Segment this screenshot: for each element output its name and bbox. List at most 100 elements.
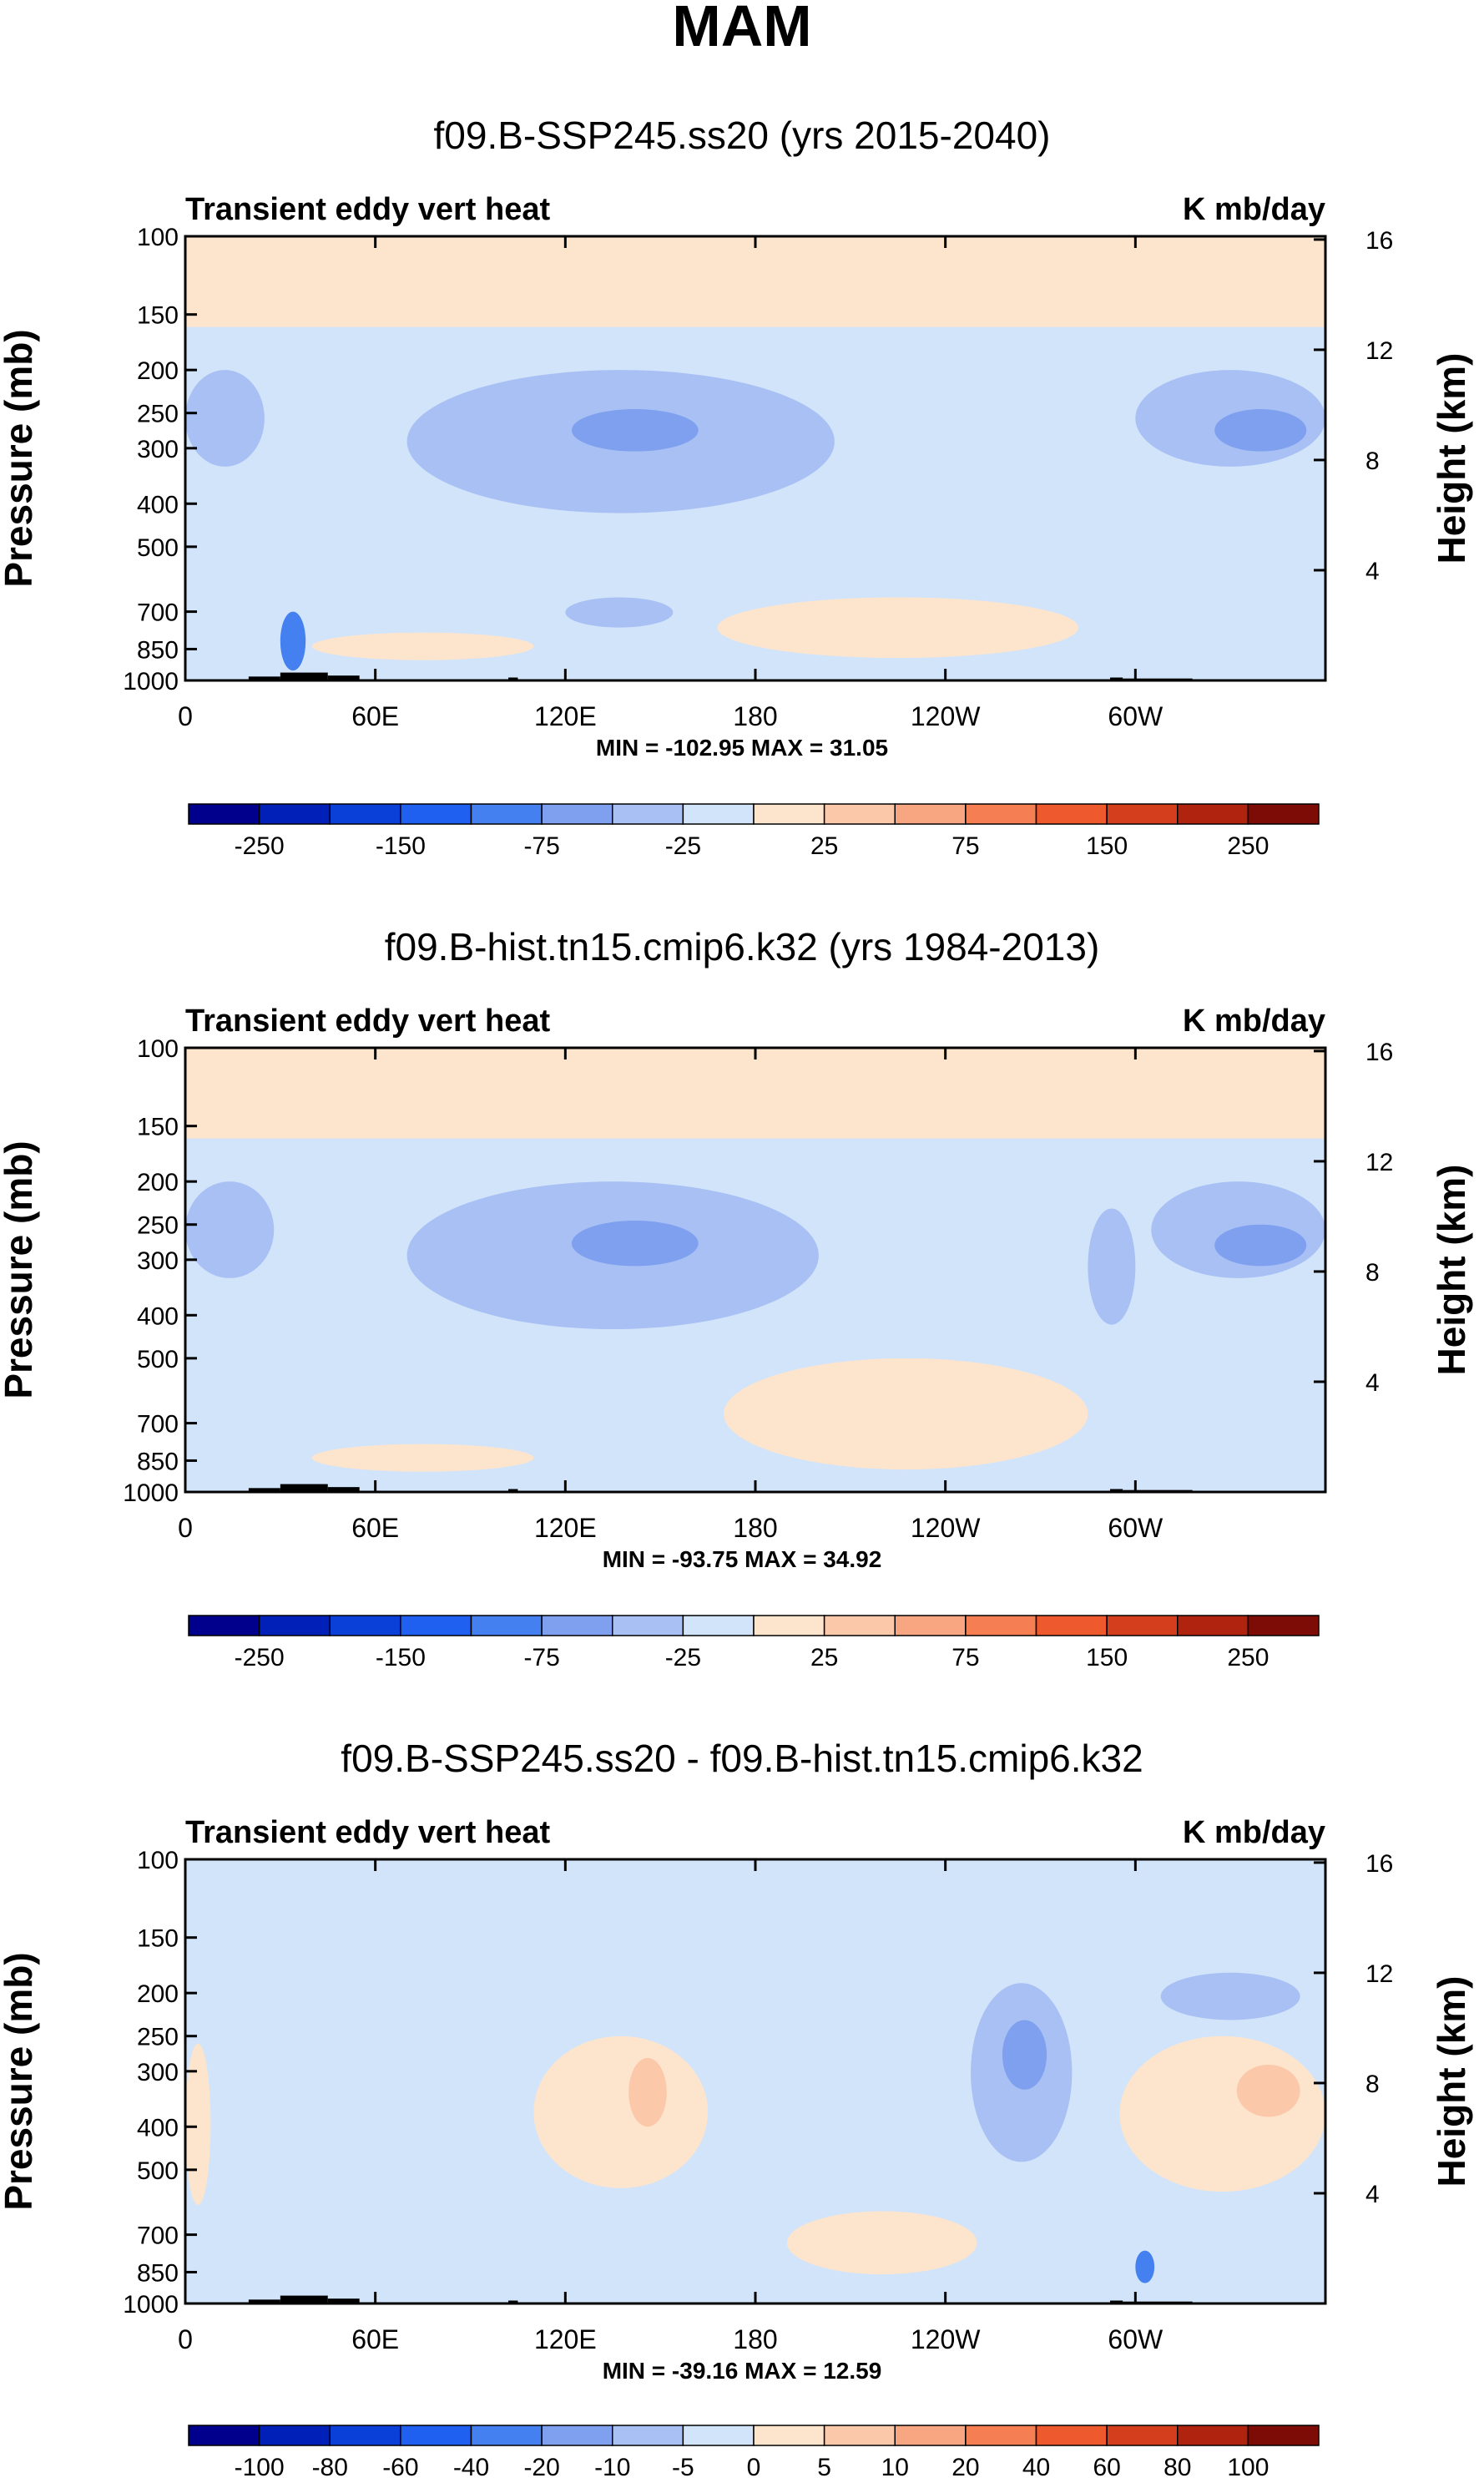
colorbar-label: -75	[523, 832, 559, 860]
x-tick-label: 0	[178, 2324, 193, 2354]
y-right-tick-label: 8	[1365, 448, 1380, 475]
right-axis-label: Height (km)	[1430, 353, 1473, 564]
colorbar-label: 75	[951, 832, 979, 860]
panels: f09.B-SSP245.ss20 (yrs 2015-2040) Transie…	[0, 114, 1473, 2481]
topography	[248, 2299, 280, 2303]
y-tick-label: 300	[137, 436, 179, 463]
colorbar-box	[753, 803, 825, 825]
contour-region	[571, 409, 699, 452]
colorbar-box	[329, 1615, 401, 1636]
colorbar-box	[1177, 803, 1249, 825]
topography	[1109, 1489, 1123, 1492]
y-tick-label: 150	[137, 1925, 179, 1953]
colorbar-box	[258, 1615, 331, 1636]
x-tick-label: 120E	[534, 701, 597, 731]
contour-region	[185, 236, 1325, 327]
season-title: MAM	[672, 0, 811, 58]
colorbar-box	[188, 1615, 260, 1636]
topography	[508, 2300, 518, 2303]
y-tick-label: 300	[137, 1247, 179, 1275]
contour-region	[1214, 1224, 1307, 1267]
colorbar-box	[541, 1615, 613, 1636]
topography	[1109, 2300, 1123, 2303]
colorbar-box	[682, 1615, 755, 1636]
chart-panel-2: f09.B-hist.tn15.cmip6.k32 (yrs 1984-2013…	[0, 925, 1473, 1671]
colorbar-box	[1247, 1615, 1320, 1636]
y-tick-label: 700	[137, 599, 179, 627]
colorbar-box	[1035, 803, 1108, 825]
colorbar-label: -150	[376, 832, 426, 860]
x-tick-label: 0	[178, 701, 193, 731]
colorbar-box	[612, 1615, 684, 1636]
topography	[508, 677, 518, 680]
left-axis-label: Pressure (mb)	[0, 1140, 40, 1398]
chart-panel-3: f09.B-SSP245.ss20 - f09.B-hist.tn15.cmip…	[0, 1737, 1473, 2481]
y-tick-label: 700	[137, 1411, 179, 1439]
colorbar-box	[612, 803, 684, 825]
y-tick-label: 400	[137, 1302, 179, 1330]
colorbar-box	[541, 2425, 613, 2446]
colorbar-box	[470, 1615, 543, 1636]
colorbar-box	[1035, 1615, 1108, 1636]
x-tick-label: 120W	[911, 2324, 981, 2354]
colorbar-label: -25	[665, 1644, 701, 1671]
variable-label: Transient eddy vert heat	[185, 1004, 550, 1039]
colorbar-label: 20	[951, 2454, 979, 2481]
units-label: K mb/day	[1183, 1004, 1325, 1039]
contour-region	[185, 1181, 275, 1278]
colorbar-box	[612, 2425, 684, 2446]
y-tick-label: 850	[137, 2259, 179, 2287]
colorbar-label: 100	[1227, 2454, 1269, 2481]
colorbar-label: 150	[1086, 832, 1128, 860]
colorbar-label: 5	[817, 2454, 831, 2481]
colorbar-box	[1247, 2425, 1320, 2446]
contour-region	[1119, 2035, 1325, 2192]
y-tick-label: 400	[137, 491, 179, 518]
colorbar-box	[470, 2425, 543, 2446]
colorbar-label: 10	[881, 2454, 909, 2481]
contour-region	[311, 1444, 534, 1472]
x-tick-label: 60W	[1108, 2324, 1163, 2354]
right-axis-label: Height (km)	[1430, 1976, 1473, 2187]
y-tick-label: 500	[137, 1346, 179, 1373]
colorbar-box	[1177, 1615, 1249, 1636]
colorbar-label: 80	[1163, 2454, 1191, 2481]
topography	[327, 1487, 360, 1492]
y-tick-label: 1000	[123, 1479, 179, 1507]
x-tick-label: 180	[733, 2324, 777, 2354]
colorbar-box	[188, 803, 260, 825]
y-tick-label: 250	[137, 1212, 179, 1240]
y-tick-label: 150	[137, 302, 179, 330]
colorbar-label: -40	[453, 2454, 489, 2481]
y-tick-label: 200	[137, 357, 179, 385]
contour-region	[184, 370, 265, 467]
y-right-tick-label: 12	[1365, 337, 1393, 365]
y-tick-label: 250	[137, 401, 179, 428]
colorbar-box	[258, 2425, 331, 2446]
colorbar-label: 25	[810, 1644, 838, 1671]
x-tick-label: 60W	[1108, 1513, 1163, 1543]
colorbar-label: 250	[1227, 832, 1269, 860]
colorbar-label: -10	[594, 2454, 630, 2481]
contour-region	[185, 2043, 211, 2205]
colorbar-label: 250	[1227, 1644, 1269, 1671]
contour-region	[565, 597, 674, 628]
y-right-tick-label: 8	[1365, 1259, 1380, 1287]
colorbar-box	[753, 2425, 825, 2446]
colorbar-box	[400, 2425, 472, 2446]
contour-region	[1214, 409, 1307, 452]
contour-region	[786, 2211, 977, 2275]
y-tick-label: 200	[137, 1169, 179, 1196]
variable-label: Transient eddy vert heat	[185, 1815, 550, 1850]
colorbar-box	[400, 803, 472, 825]
y-tick-label: 100	[137, 1035, 179, 1063]
contour-region	[724, 1358, 1088, 1470]
x-tick-label: 60E	[351, 2324, 399, 2354]
y-right-tick-label: 8	[1365, 2071, 1380, 2098]
colorbar-box	[1177, 2425, 1249, 2446]
colorbar-box	[823, 1615, 896, 1636]
colorbar-box	[894, 2425, 967, 2446]
variable-label: Transient eddy vert heat	[185, 192, 550, 227]
x-tick-label: 60E	[351, 701, 399, 731]
panel-title: f09.B-SSP245.ss20 - f09.B-hist.tn15.cmip…	[341, 1737, 1143, 1780]
